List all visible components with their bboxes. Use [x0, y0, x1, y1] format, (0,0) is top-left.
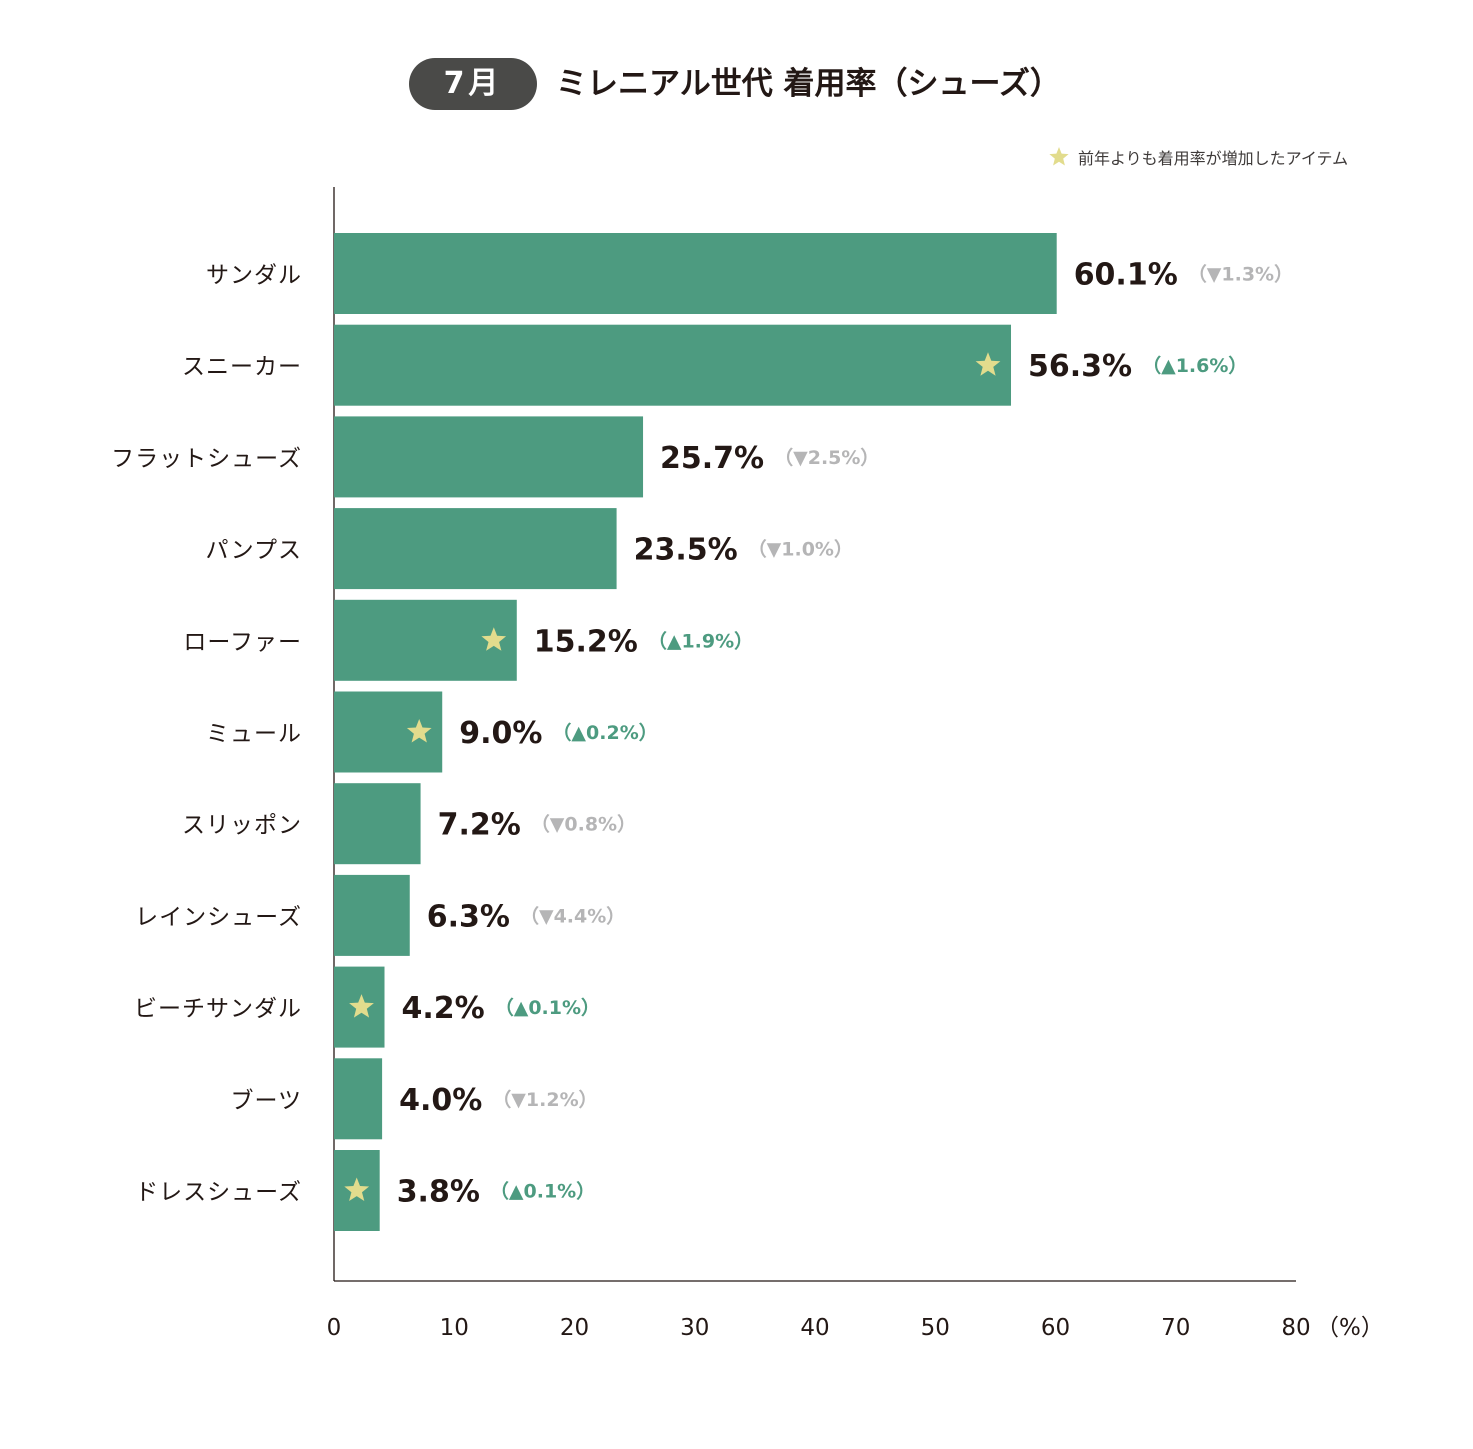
bar [334, 783, 421, 865]
star-icon [1049, 147, 1069, 166]
bar [334, 416, 644, 498]
x-tick-label: 20 [560, 1315, 589, 1341]
change-label: （▼0.8%） [531, 813, 636, 836]
value-label: 7.2% [438, 808, 521, 843]
chart-header: 7月 ミレニアル世代 着用率（シューズ） [0, 58, 1473, 110]
bar [334, 508, 617, 590]
bar [334, 599, 517, 681]
month-badge: 7月 [409, 58, 537, 110]
change-label: （▼1.3%） [1188, 263, 1293, 286]
x-tick-label: 50 [921, 1315, 950, 1341]
legend-label: 前年よりも着用率が増加したアイテム [1078, 149, 1349, 168]
x-tick-label: 10 [440, 1315, 469, 1341]
value-label: 56.3% [1028, 349, 1132, 384]
x-axis-unit-label: （%） [1316, 1315, 1384, 1341]
value-label: 60.1% [1074, 258, 1178, 293]
category-label: レインシューズ [135, 904, 302, 930]
value-label: 3.8% [397, 1175, 480, 1210]
value-label: 25.7% [660, 441, 764, 476]
change-label: （▲0.1%） [495, 996, 600, 1019]
change-label: （▼1.0%） [748, 538, 853, 561]
bar [334, 1058, 383, 1140]
change-label: （▲0.1%） [490, 1180, 595, 1203]
x-tick-label: 40 [800, 1315, 829, 1341]
bar [334, 324, 1012, 406]
value-label: 15.2% [534, 624, 638, 659]
category-label: スリッポン [182, 813, 302, 839]
category-label: ブーツ [230, 1088, 302, 1114]
change-label: （▼2.5%） [774, 446, 879, 469]
value-label: 4.0% [399, 1083, 482, 1118]
star-icon [406, 719, 432, 743]
chart-title: ミレニアル世代 着用率（シューズ） [556, 66, 1061, 102]
value-label: 4.2% [402, 991, 485, 1026]
change-label: （▲0.2%） [552, 721, 657, 744]
star-icon [344, 1177, 370, 1201]
change-label: （▲1.6%） [1142, 354, 1247, 377]
star-icon [975, 352, 1001, 376]
value-label: 6.3% [427, 899, 510, 934]
value-label: 23.5% [634, 533, 738, 568]
x-tick-label: 70 [1161, 1315, 1190, 1341]
category-label: サンダル [206, 263, 302, 289]
change-label: （▼4.4%） [520, 904, 625, 927]
category-label: ローファー [183, 629, 302, 655]
change-label: （▲1.9%） [648, 629, 753, 652]
star-icon [349, 994, 374, 1018]
change-label: （▼1.2%） [492, 1088, 597, 1111]
x-tick-label: 80 [1281, 1315, 1310, 1341]
category-label: ビーチサンダル [134, 996, 302, 1022]
category-label: ミュール [206, 721, 302, 747]
category-label: スニーカー [182, 354, 302, 380]
bar [334, 233, 1057, 314]
x-tick-label: 60 [1041, 1315, 1070, 1341]
star-icon [481, 627, 507, 651]
category-label: フラットシューズ [111, 446, 302, 472]
x-tick-label: 30 [680, 1315, 709, 1341]
bar [334, 874, 410, 956]
category-label: ドレスシューズ [135, 1180, 302, 1206]
legend: 前年よりも着用率が増加したアイテム [1048, 145, 1348, 169]
x-tick-label: 0 [327, 1315, 342, 1341]
category-label: パンプス [206, 538, 302, 564]
value-label: 9.0% [459, 716, 542, 751]
